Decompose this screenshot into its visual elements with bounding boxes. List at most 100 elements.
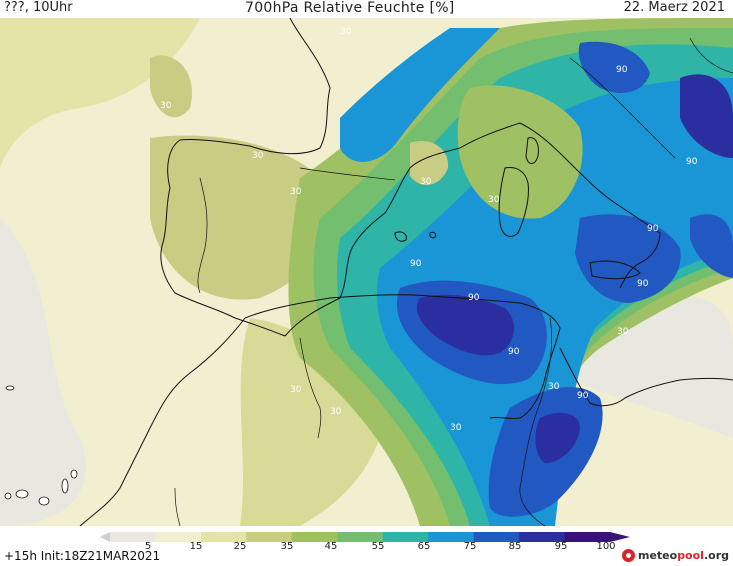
area-95-core-algeria — [416, 294, 515, 356]
colorbar-tick: 45 — [324, 541, 338, 552]
border-adriatic — [569, 57, 676, 159]
area-75 — [377, 78, 733, 526]
colorbar — [100, 528, 630, 542]
colorbar-tick: 35 — [280, 541, 294, 552]
island-lanzarote — [70, 469, 78, 479]
colorbar-min-arrow — [100, 532, 110, 542]
border-balkans — [689, 37, 733, 74]
contour-label: 90 — [410, 259, 422, 269]
colorbar-segment — [519, 532, 566, 542]
contour-label: 90 — [577, 391, 589, 401]
colorbar-segment — [110, 532, 156, 542]
colorbar-tick: 75 — [463, 541, 477, 552]
border-algeria-libya — [519, 317, 552, 526]
border-france-spain — [299, 167, 396, 181]
colorbar-segment — [200, 532, 247, 542]
colorbar-segment — [428, 532, 475, 542]
contour-label: 30 — [290, 187, 302, 197]
coastline-balearics — [394, 231, 407, 242]
island-la-gomera — [4, 492, 12, 500]
contour-label: 90 — [686, 157, 698, 167]
area-85-core-ionian — [575, 214, 681, 303]
colorbar-svg — [100, 532, 630, 542]
colorbar-max-arrow — [610, 532, 630, 542]
contour-label: 90 — [468, 293, 480, 303]
colorbar-segment — [291, 532, 338, 542]
colorbar-tick: 25 — [233, 541, 247, 552]
contour-label: 30 — [252, 151, 264, 161]
map-title: 700hPa Relative Feuchte [%] — [245, 0, 455, 16]
contour-label: 90 — [616, 65, 628, 75]
coastline-italy — [519, 122, 661, 289]
colorbar-tick: 65 — [417, 541, 431, 552]
init-time: +15h Init:18Z21MAR2021 — [4, 549, 161, 563]
logo-text-main: meteo — [637, 548, 678, 562]
coastline-morocco — [79, 317, 246, 526]
island-fuerteventura — [61, 478, 69, 494]
contour-label: 90 — [637, 279, 649, 289]
dry-area-northwest — [0, 18, 200, 168]
colorbar-tick: 5 — [144, 541, 152, 552]
colorbar-tick: 55 — [371, 541, 385, 552]
contour-label: 90 — [647, 224, 659, 234]
colorbar-tick: 100 — [596, 541, 616, 552]
contour-label: 30 — [617, 327, 629, 337]
colorbar-segment — [382, 532, 429, 542]
contour-label: 30 — [450, 423, 462, 433]
coastline-balearics-small — [429, 231, 437, 239]
area-95-core-balkans — [680, 74, 733, 158]
coastline-iberia-east — [284, 122, 521, 337]
coastline-libya — [559, 347, 733, 407]
coastline-north-africa — [244, 294, 561, 420]
location-label: ???, 10Uhr — [4, 0, 73, 15]
humidity-map[interactable]: 30 30 30 30 30 30 30 30 30 30 30 90 90 9… — [0, 18, 733, 526]
contour-label: 30 — [488, 195, 500, 205]
contour-label: 30 — [290, 385, 302, 395]
colorbar-segment — [337, 532, 384, 542]
logo-text-suffix: .org — [703, 548, 729, 562]
island-gran-canaria — [38, 496, 50, 506]
area-30-morocco — [240, 318, 380, 526]
contour-label: 30 — [330, 407, 342, 417]
island-tenerife — [15, 489, 29, 499]
dry-area-west — [0, 218, 87, 526]
contour-label: 90 — [508, 347, 520, 357]
coastline-corsica — [525, 137, 539, 164]
meteopool-logo[interactable]: meteopool.org — [621, 546, 729, 564]
contour-label: 30 — [340, 27, 352, 37]
logo-icon — [621, 548, 635, 562]
forecast-date: 22. Maerz 2021 — [623, 0, 725, 15]
contour-label: 30 — [420, 177, 432, 187]
area-95-core-libya — [535, 412, 580, 463]
area-75-north — [340, 28, 500, 162]
coastline-iberia-west — [160, 18, 331, 337]
area-45-tyrrhenian — [457, 85, 583, 219]
coastline-sicily — [589, 260, 641, 280]
colorbar-segment — [564, 532, 611, 542]
area-35-iberia — [150, 135, 332, 300]
contour-label: 30 — [160, 101, 172, 111]
colorbar-tick: 85 — [508, 541, 522, 552]
island-madeira — [5, 385, 15, 391]
map-canvas: 30 30 30 30 30 30 30 30 30 30 30 90 90 9… — [0, 18, 733, 526]
colorbar-tick: 95 — [554, 541, 568, 552]
colorbar-ticks: 5 15 25 35 45 55 65 75 85 95 100 — [0, 541, 733, 555]
area-35-atlantic — [150, 55, 192, 118]
colorbar-segment — [246, 532, 293, 542]
area-85-core-greece — [690, 214, 733, 278]
canary-islands — [4, 385, 78, 506]
contour-labels: 30 30 30 30 30 30 30 30 30 30 30 90 90 9… — [160, 27, 698, 433]
colorbar-segment — [473, 532, 520, 542]
contour-label: 30 — [548, 382, 560, 392]
colorbar-segment — [155, 532, 202, 542]
borders — [174, 37, 733, 526]
area-35-provence — [410, 140, 449, 186]
coastline-sardinia — [498, 167, 529, 237]
border-morocco-algeria — [299, 337, 322, 439]
colorbar-tick: 15 — [189, 541, 203, 552]
coastlines — [79, 18, 733, 526]
logo-text: meteopool.org — [638, 549, 729, 562]
border-morocco-south — [174, 487, 181, 526]
border-spain-portugal — [197, 177, 208, 294]
logo-text-accent: pool — [677, 548, 704, 562]
